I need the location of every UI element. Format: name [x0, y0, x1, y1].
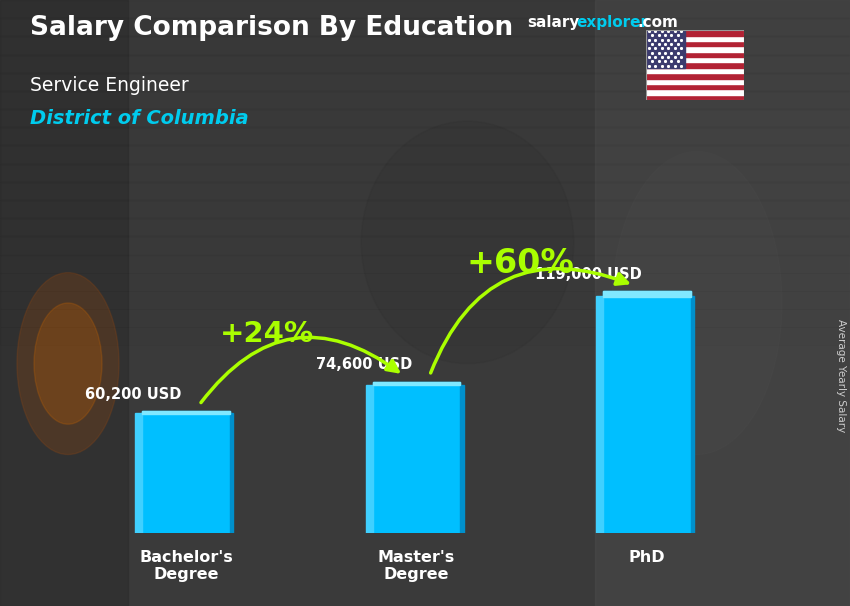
Text: salary: salary	[527, 15, 580, 30]
Bar	[0, 73, 850, 91]
Text: +24%: +24%	[220, 319, 314, 348]
Bar	[646, 95, 744, 100]
Bar	[0, 255, 850, 273]
Bar	[0, 55, 850, 73]
Bar	[0, 164, 850, 182]
Bar	[646, 36, 744, 41]
Bar	[646, 57, 744, 62]
Bar	[603, 291, 690, 533]
Bar	[690, 296, 694, 533]
Text: Salary Comparison By Education: Salary Comparison By Education	[30, 15, 513, 41]
Bar	[595, 0, 850, 606]
Bar	[0, 273, 850, 291]
Bar	[373, 382, 460, 533]
Ellipse shape	[612, 152, 782, 454]
Bar	[135, 413, 143, 533]
Bar	[0, 91, 850, 109]
Bar	[0, 36, 850, 55]
Bar	[0, 309, 850, 327]
Bar	[0, 200, 850, 218]
Bar	[0, 345, 850, 364]
Bar	[603, 291, 690, 298]
Bar	[0, 236, 850, 255]
Bar	[0, 291, 850, 309]
Bar	[646, 89, 744, 95]
Bar	[646, 41, 744, 47]
Text: 74,600 USD: 74,600 USD	[315, 358, 412, 373]
Bar	[646, 68, 744, 73]
Bar	[0, 18, 850, 36]
Text: 60,200 USD: 60,200 USD	[85, 387, 182, 402]
Bar	[0, 327, 850, 345]
Text: Average Yearly Salary: Average Yearly Salary	[836, 319, 846, 432]
Bar	[0, 109, 850, 127]
Bar	[596, 296, 603, 533]
Bar	[646, 62, 744, 68]
Bar	[0, 0, 850, 18]
Text: +60%: +60%	[467, 247, 574, 280]
Ellipse shape	[361, 121, 574, 364]
Text: Service Engineer: Service Engineer	[30, 76, 189, 95]
Text: explorer: explorer	[576, 15, 649, 30]
Bar	[366, 385, 373, 533]
Text: 119,000 USD: 119,000 USD	[536, 267, 643, 282]
Ellipse shape	[17, 273, 119, 454]
Bar	[646, 84, 744, 89]
Bar	[0, 218, 850, 236]
Ellipse shape	[34, 303, 102, 424]
Bar	[143, 411, 230, 414]
Text: .com: .com	[638, 15, 678, 30]
Bar	[646, 52, 744, 57]
Bar	[460, 385, 464, 533]
Bar	[0, 127, 850, 145]
Bar	[0, 145, 850, 164]
Bar	[0, 182, 850, 200]
Bar	[646, 30, 744, 36]
Bar	[230, 413, 234, 533]
Bar	[373, 382, 460, 385]
Text: District of Columbia: District of Columbia	[30, 109, 248, 128]
Bar	[646, 30, 685, 68]
Bar	[646, 47, 744, 52]
Bar	[143, 411, 230, 533]
Bar	[0, 0, 128, 606]
Bar	[646, 73, 744, 79]
Bar	[646, 79, 744, 84]
